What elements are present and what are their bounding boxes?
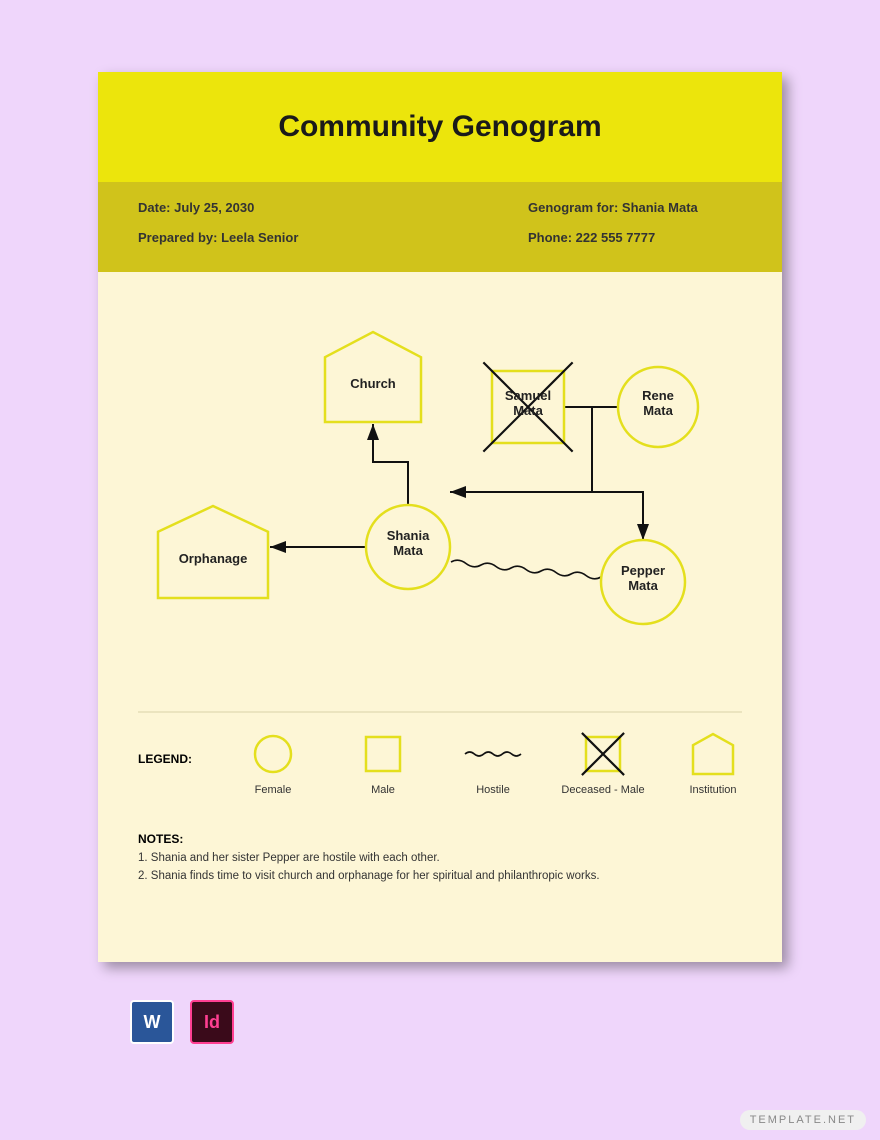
note-line: 1. Shania and her sister Pepper are host… (138, 852, 440, 864)
svg-text:Church: Church (350, 376, 396, 391)
document-page: Community Genogram Date: July 25, 2030 P… (98, 72, 782, 962)
legend-title: LEGEND: (138, 752, 192, 766)
watermark: TEMPLATE.NET (740, 1110, 866, 1130)
svg-text:ReneMata: ReneMata (642, 388, 674, 418)
legend-label: Hostile (443, 784, 543, 796)
legend-label: Female (223, 784, 323, 796)
legend-label: Male (333, 784, 433, 796)
legend-label: Deceased - Male (553, 784, 653, 796)
svg-text:Orphanage: Orphanage (179, 551, 248, 566)
notes-title: NOTES: (138, 832, 183, 846)
indesign-icon: Id (190, 1000, 234, 1044)
note-line: 2. Shania finds time to visit church and… (138, 870, 600, 882)
svg-text:ShaniaMata: ShaniaMata (387, 528, 430, 558)
svg-text:PepperMata: PepperMata (621, 563, 665, 593)
genogram-diagram: Church SamuelMata ReneMata Orphanage ShaniaM… (98, 72, 782, 962)
legend-label: Institution (663, 784, 763, 796)
svg-text:SamuelMata: SamuelMata (505, 388, 551, 418)
word-icon: W (130, 1000, 174, 1044)
